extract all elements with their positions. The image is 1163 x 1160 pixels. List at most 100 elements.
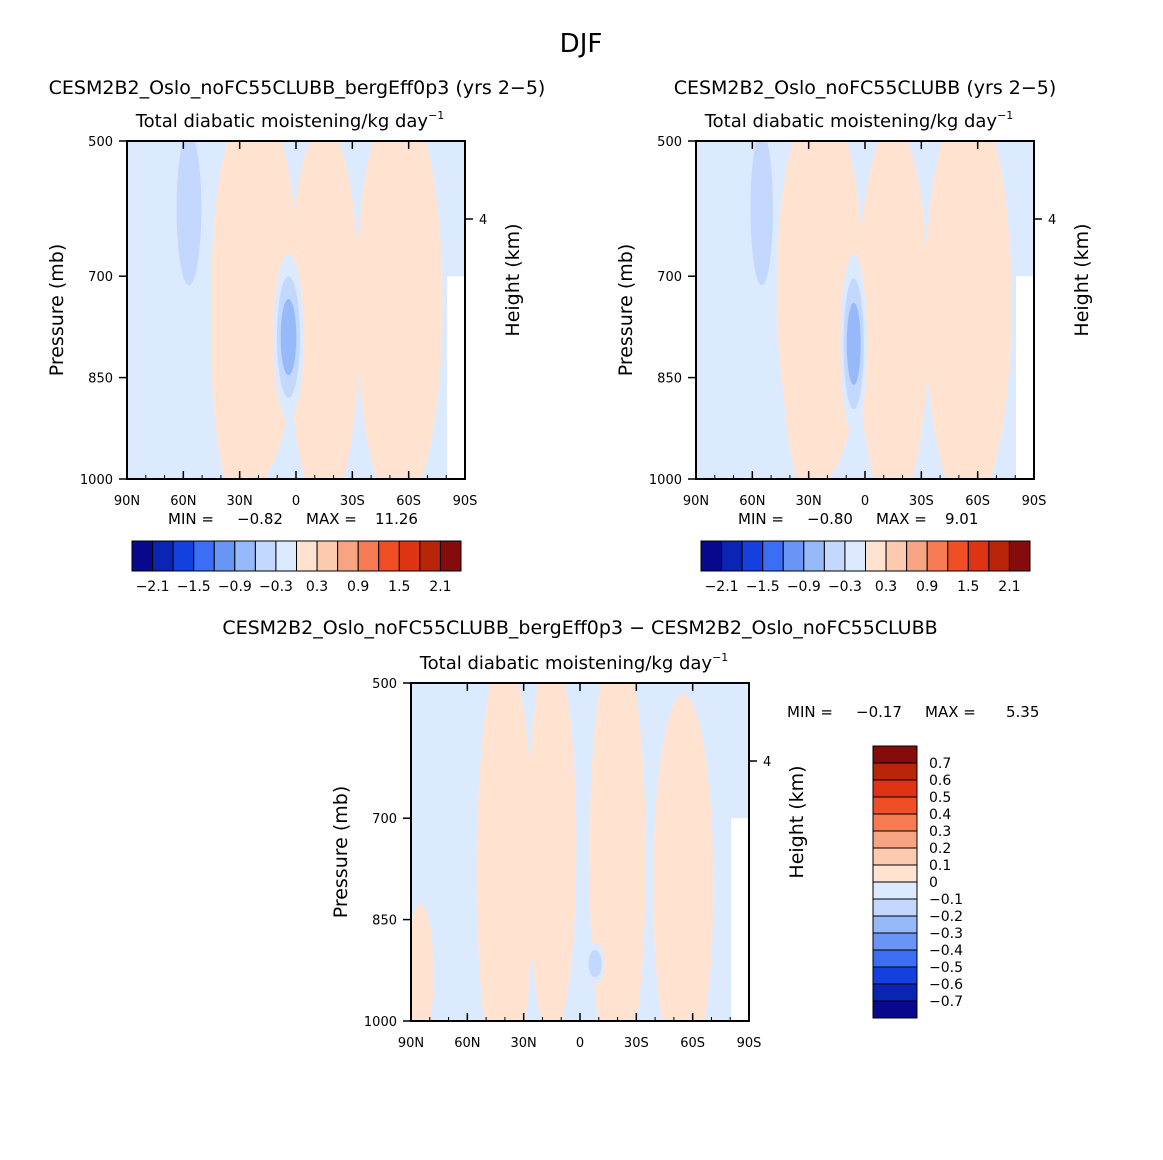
colorbar-box: [872, 762, 918, 781]
colorbar-box: [885, 540, 908, 572]
min-value: −0.17: [856, 703, 902, 721]
colorbar-label: 0.3: [306, 579, 328, 595]
colorbar-label: 0.1: [929, 858, 951, 874]
colorbar-label: 0.7: [929, 756, 951, 772]
colorbar-box: [872, 932, 918, 951]
contour-region: [750, 141, 773, 286]
contour-region: [589, 683, 646, 1021]
colorbar-box: [439, 540, 462, 572]
colorbar-label: 2.1: [429, 579, 451, 595]
contour-region: [924, 141, 1012, 479]
colorbar-box: [741, 540, 764, 572]
max-label: MAX =: [306, 510, 357, 528]
colorbar-box: [398, 540, 421, 572]
max-label: MAX =: [925, 703, 976, 721]
colorbar-box: [803, 540, 825, 572]
colorbar-panel-b: −2.1 −1.5 −0.9 −0.3 0.3 0.9 1.5 2.1: [700, 540, 1031, 595]
colorbar-box: [1008, 540, 1031, 572]
y-tick-label: 1000: [80, 473, 113, 488]
colorbar-box: [872, 779, 918, 798]
y-tick-label: 500: [88, 135, 113, 150]
max-value: 9.01: [945, 510, 978, 528]
contour-region: [355, 141, 443, 479]
y-axis-label: Pressure (mb): [615, 244, 637, 377]
panel-control: CESM2B2_Oslo_noFC55CLUBB (yrs 2−5) Total …: [615, 77, 1093, 528]
colorbar-box: [872, 949, 918, 968]
colorbar-box: [872, 813, 918, 832]
colorbar-box: [872, 745, 918, 764]
y-tick-label: 850: [372, 914, 397, 929]
colorbar-box: [419, 540, 441, 572]
colorbar-label: −0.3: [259, 579, 293, 595]
colorbar-label: 1.5: [388, 579, 410, 595]
colorbar-label: −0.3: [929, 926, 963, 942]
subtitle-text: Total diabatic moistening/kg day: [419, 653, 713, 674]
colorbar-label: 0.3: [875, 579, 897, 595]
colorbar-box: [172, 540, 195, 572]
y-tick-label: 500: [657, 135, 682, 150]
colorbar-box: [872, 1000, 918, 1019]
x-tick-label: 60N: [739, 494, 765, 509]
x-tick-label: 60S: [680, 1036, 705, 1051]
missing-data-region: [731, 818, 749, 1021]
colorbar-label: −0.7: [929, 994, 963, 1010]
contour-region: [527, 683, 577, 1021]
y-tick-label: 700: [88, 270, 113, 285]
x-tick-label: 90N: [114, 494, 140, 509]
colorbar-box: [872, 847, 918, 866]
x-tick-label: 90N: [683, 494, 709, 509]
colorbar-box: [988, 540, 1010, 572]
colorbar-panel-a: −2.1 −1.5 −0.9 −0.3 0.3 0.9 1.5 2.1: [131, 540, 462, 595]
colorbar-box: [337, 540, 359, 572]
x-tick-label: 30N: [227, 494, 253, 509]
page-title: DJF: [560, 29, 603, 59]
y-tick-label: 1000: [649, 473, 682, 488]
x-tick-label: 0: [576, 1036, 584, 1051]
colorbar-box: [872, 796, 918, 815]
x-tick-label: 90N: [398, 1036, 424, 1051]
contour-region: [411, 904, 434, 1021]
contour-region: [588, 949, 602, 978]
colorbar-label: −2.1: [705, 579, 739, 595]
y-tick-label: 850: [657, 372, 682, 387]
colorbar-label: −0.6: [929, 977, 963, 993]
max-value: 11.26: [375, 510, 418, 528]
x-tick-label: 30S: [909, 494, 934, 509]
colorbar-label: −0.2: [929, 909, 963, 925]
x-tick-label: 90S: [737, 1036, 762, 1051]
colorbar-label: 0.3: [929, 824, 951, 840]
colorbar-label: 0: [929, 875, 938, 891]
contour-region: [176, 141, 202, 286]
contour-region: [776, 141, 864, 479]
subtitle-exponent: −1: [712, 651, 728, 664]
colorbar-box: [782, 540, 805, 572]
colorbar-label: 0.5: [929, 790, 951, 806]
colorbar-box: [762, 540, 784, 572]
x-tick-label: 90S: [1022, 494, 1047, 509]
panel-subtitle: Total diabatic moistening/kg day−1: [135, 109, 445, 132]
x-tick-label: 60S: [396, 494, 421, 509]
contour-region: [846, 302, 861, 385]
colorbar-label: −0.9: [787, 579, 821, 595]
colorbar-box: [872, 898, 918, 917]
x-tick-label: 30S: [340, 494, 365, 509]
colorbar-box: [193, 540, 215, 572]
colorbar-box: [296, 540, 318, 572]
x-tick-label: 60S: [965, 494, 990, 509]
contour-region: [211, 141, 298, 479]
right-axis-label: Height (km): [786, 765, 808, 878]
contour-region: [280, 298, 297, 376]
colorbar-label: 0.2: [929, 841, 951, 857]
colorbar-box: [872, 830, 918, 849]
subtitle-exponent: −1: [428, 109, 444, 122]
colorbar-label: 0.9: [916, 579, 938, 595]
colorbar-box: [254, 540, 277, 572]
y-tick-label: 700: [657, 270, 682, 285]
colorbar-label: 2.1: [998, 579, 1020, 595]
colorbar-box: [823, 540, 846, 572]
colorbar-label: −1.5: [177, 579, 211, 595]
x-tick-label: 0: [292, 494, 300, 509]
y-tick-label: 700: [372, 812, 397, 827]
missing-data-region: [1016, 276, 1034, 479]
